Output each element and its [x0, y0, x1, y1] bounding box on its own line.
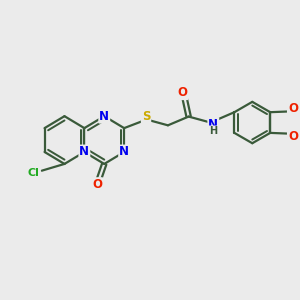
- Text: N: N: [208, 118, 218, 131]
- Text: O: O: [288, 130, 298, 143]
- Text: O: O: [92, 178, 102, 191]
- Text: N: N: [119, 146, 129, 158]
- Text: S: S: [142, 110, 150, 124]
- Text: Cl: Cl: [28, 168, 40, 178]
- Text: O: O: [288, 102, 298, 115]
- Text: O: O: [177, 86, 187, 99]
- Text: N: N: [80, 146, 89, 158]
- Text: H: H: [209, 126, 218, 136]
- Text: N: N: [99, 110, 109, 123]
